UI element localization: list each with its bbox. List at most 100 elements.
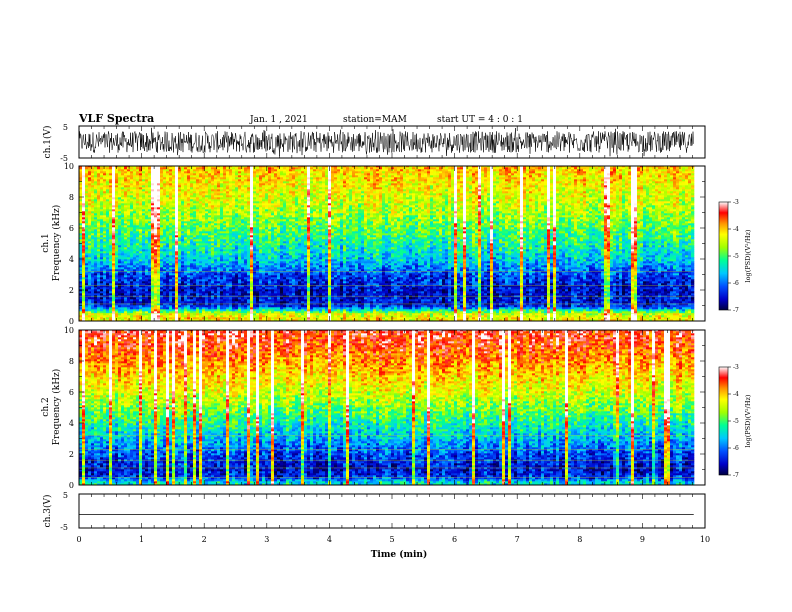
spectrogram-cell	[193, 269, 197, 272]
spectrogram-cell	[229, 251, 233, 254]
spectrogram-cell	[220, 289, 224, 292]
spectrogram-cell	[253, 221, 257, 224]
spectrogram-cell	[190, 221, 194, 224]
spectrogram-cell	[130, 197, 134, 200]
spectrogram-cell	[235, 307, 239, 310]
spectrogram-cell	[265, 241, 269, 244]
spectrogram-cell	[103, 205, 107, 208]
spectrogram-cell	[79, 235, 83, 238]
spectrogram-cell	[211, 269, 215, 272]
spectrogram-cell	[97, 259, 101, 262]
spectrogram-cell	[256, 173, 260, 176]
spectrogram-cell	[82, 169, 86, 172]
spectrogram-cell	[211, 241, 215, 244]
spectrogram-cell	[226, 185, 230, 188]
spectrogram-cell	[154, 199, 158, 202]
spectrogram-cell	[226, 307, 230, 310]
spectrogram-cell	[214, 315, 218, 318]
spectrogram-cell	[172, 269, 176, 272]
spectrogram-cell	[94, 227, 98, 230]
spectrogram-cell	[199, 305, 203, 308]
spectrogram-cell	[184, 301, 188, 304]
spectrogram-cell	[79, 201, 83, 204]
spectrogram-cell	[97, 289, 101, 292]
spectrogram-cell	[112, 301, 116, 304]
spectrogram-cell	[154, 273, 158, 276]
spectrogram-cell	[172, 237, 176, 240]
spectrogram-cell	[193, 231, 197, 234]
spectrogram-cell	[148, 301, 152, 304]
spectrogram-cell	[166, 239, 170, 242]
spectrogram-cell	[127, 227, 131, 230]
spectrogram-cell	[151, 171, 155, 174]
spectrogram-cell	[148, 229, 152, 232]
spectrogram-cell	[241, 299, 245, 302]
spectrogram-cell	[211, 279, 215, 282]
spectrogram-cell	[241, 297, 245, 300]
spectrogram-cell	[115, 199, 119, 202]
spectrogram-cell	[118, 297, 122, 300]
spectrogram-cell	[133, 285, 137, 288]
spectrogram-cell	[184, 249, 188, 252]
spectrogram-cell	[256, 297, 260, 300]
spectrogram-cell	[121, 267, 125, 270]
spectrogram-cell	[175, 235, 179, 238]
spectrogram-cell	[175, 195, 179, 198]
spectrogram-cell	[238, 221, 242, 224]
spectrogram-cell	[178, 305, 182, 308]
spectrogram-cell	[184, 307, 188, 310]
spectrogram-cell	[187, 311, 191, 314]
spectrogram-cell	[265, 263, 269, 266]
spectrogram-cell	[199, 309, 203, 312]
spectrogram-cell	[175, 189, 179, 192]
spectrogram-cell	[262, 207, 266, 210]
spectrogram-cell	[82, 229, 86, 232]
spectrogram-cell	[94, 181, 98, 184]
spectrogram-cell	[124, 166, 128, 168]
spectrogram-cell	[262, 293, 266, 296]
spectrogram-cell	[169, 309, 173, 312]
spectrogram-cell	[223, 179, 227, 182]
spectrogram-cell	[103, 211, 107, 214]
spectrogram-cell	[112, 257, 116, 260]
spectrogram-cell	[109, 283, 113, 286]
spectrogram-cell	[106, 293, 110, 296]
spectrogram-cell	[139, 265, 143, 268]
spectrogram-cell	[139, 195, 143, 198]
spectrogram-cell	[145, 215, 149, 218]
spectrogram-cell	[187, 285, 191, 288]
spectrogram-cell	[109, 251, 113, 254]
spectrogram-cell	[187, 253, 191, 256]
spectrogram-cell	[211, 299, 215, 302]
spectrogram-cell	[112, 259, 116, 262]
spectrogram-cell	[214, 293, 218, 296]
spectrogram-cell	[259, 173, 263, 176]
spectrogram-cell	[85, 287, 89, 290]
spectrogram-cell	[91, 166, 95, 168]
spectrogram-cell	[196, 211, 200, 214]
spectrogram-cell	[154, 209, 158, 212]
spectrogram-cell	[154, 285, 158, 288]
spectrogram-cell	[232, 297, 236, 300]
spectrogram-cell	[136, 237, 140, 240]
spectrogram-cell	[196, 205, 200, 208]
spectrogram-cell	[241, 301, 245, 304]
spectrogram-cell	[250, 225, 254, 228]
spectrogram-cell	[202, 217, 206, 220]
spectrogram-cell	[106, 209, 110, 212]
spectrogram-cell	[253, 167, 257, 170]
spectrogram-cell	[169, 259, 173, 262]
spectrogram-cell	[223, 233, 227, 236]
spectrogram-cell	[223, 235, 227, 238]
spectrogram-cell	[163, 235, 167, 238]
spectrogram-cell	[217, 277, 221, 280]
spectrogram-cell	[223, 271, 227, 274]
spectrogram-cell	[184, 189, 188, 192]
spectrogram-cell	[163, 199, 167, 202]
spectrogram-cell	[82, 195, 86, 198]
spectrogram-cell	[208, 201, 212, 204]
spectrogram-cell	[199, 273, 203, 276]
spectrogram-cell	[85, 285, 89, 288]
spectrogram-cell	[193, 301, 197, 304]
spectrogram-cell	[235, 265, 239, 268]
